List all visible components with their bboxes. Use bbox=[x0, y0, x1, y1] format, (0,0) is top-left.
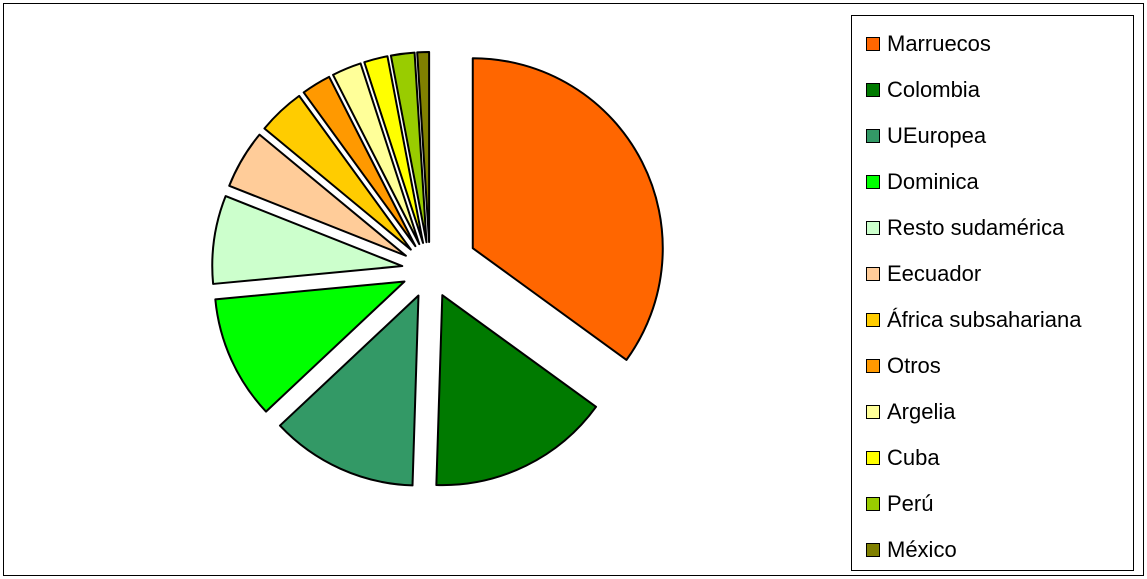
pie-slice-resto-sudam-rica bbox=[211, 195, 404, 285]
legend-label: Resto sudamérica bbox=[887, 215, 1065, 240]
legend-item: África subsahariana bbox=[866, 305, 1081, 335]
legend-swatch bbox=[866, 83, 880, 97]
pie-slice-marruecos bbox=[471, 57, 664, 361]
legend-label: Perú bbox=[887, 491, 934, 516]
legend-item: Argelia bbox=[866, 397, 955, 427]
legend-label: África subsahariana bbox=[887, 307, 1082, 332]
pie-slice-eecuador bbox=[228, 133, 407, 257]
legend-swatch bbox=[866, 129, 880, 143]
pie-slice-colombia bbox=[435, 294, 598, 487]
legend-label: México bbox=[887, 537, 957, 562]
legend-item: Colombia bbox=[866, 75, 980, 105]
legend-swatch bbox=[866, 221, 880, 235]
legend-item: UEuropea bbox=[866, 121, 986, 151]
legend-swatch bbox=[866, 267, 880, 281]
legend-label: Cuba bbox=[887, 445, 940, 470]
legend-swatch bbox=[866, 497, 880, 511]
legend-item: Perú bbox=[866, 489, 933, 519]
pie-slice-per- bbox=[389, 51, 428, 244]
legend-swatch bbox=[866, 405, 880, 419]
pie-slice-m-xico bbox=[416, 51, 431, 244]
legend-label: Colombia bbox=[887, 77, 980, 102]
pie-slice-otros bbox=[302, 75, 417, 248]
pie-slice-ueuropea bbox=[278, 294, 420, 487]
legend-item: Resto sudamérica bbox=[866, 213, 1064, 243]
legend-label: Marruecos bbox=[887, 31, 991, 56]
legend-swatch bbox=[866, 313, 880, 327]
pie-slice-argelia bbox=[332, 62, 421, 246]
legend-label: Eecuador bbox=[887, 261, 982, 286]
legend-swatch bbox=[866, 359, 880, 373]
legend-swatch bbox=[866, 37, 880, 51]
legend-item: México bbox=[866, 535, 957, 565]
legend-label: UEuropea bbox=[887, 123, 987, 148]
legend-label: Dominica bbox=[887, 169, 979, 194]
legend-item: Otros bbox=[866, 351, 941, 381]
legend-label: Otros bbox=[887, 353, 941, 378]
legend-item: Marruecos bbox=[866, 29, 991, 59]
legend-item: Dominica bbox=[866, 167, 979, 197]
pie-slice-dominica bbox=[214, 280, 406, 413]
legend-label: Argelia bbox=[887, 399, 956, 424]
legend-swatch bbox=[866, 175, 880, 189]
legend: Marruecos Colombia UEuropea Dominica Resto s… bbox=[851, 15, 1134, 571]
legend-item: Eecuador bbox=[866, 259, 981, 289]
legend-swatch bbox=[866, 543, 880, 557]
legend-swatch bbox=[866, 451, 880, 465]
legend-item: Cuba bbox=[866, 443, 940, 473]
pie-slice-cuba bbox=[363, 55, 425, 244]
pie-slice--frica-subsahariana bbox=[263, 94, 412, 251]
